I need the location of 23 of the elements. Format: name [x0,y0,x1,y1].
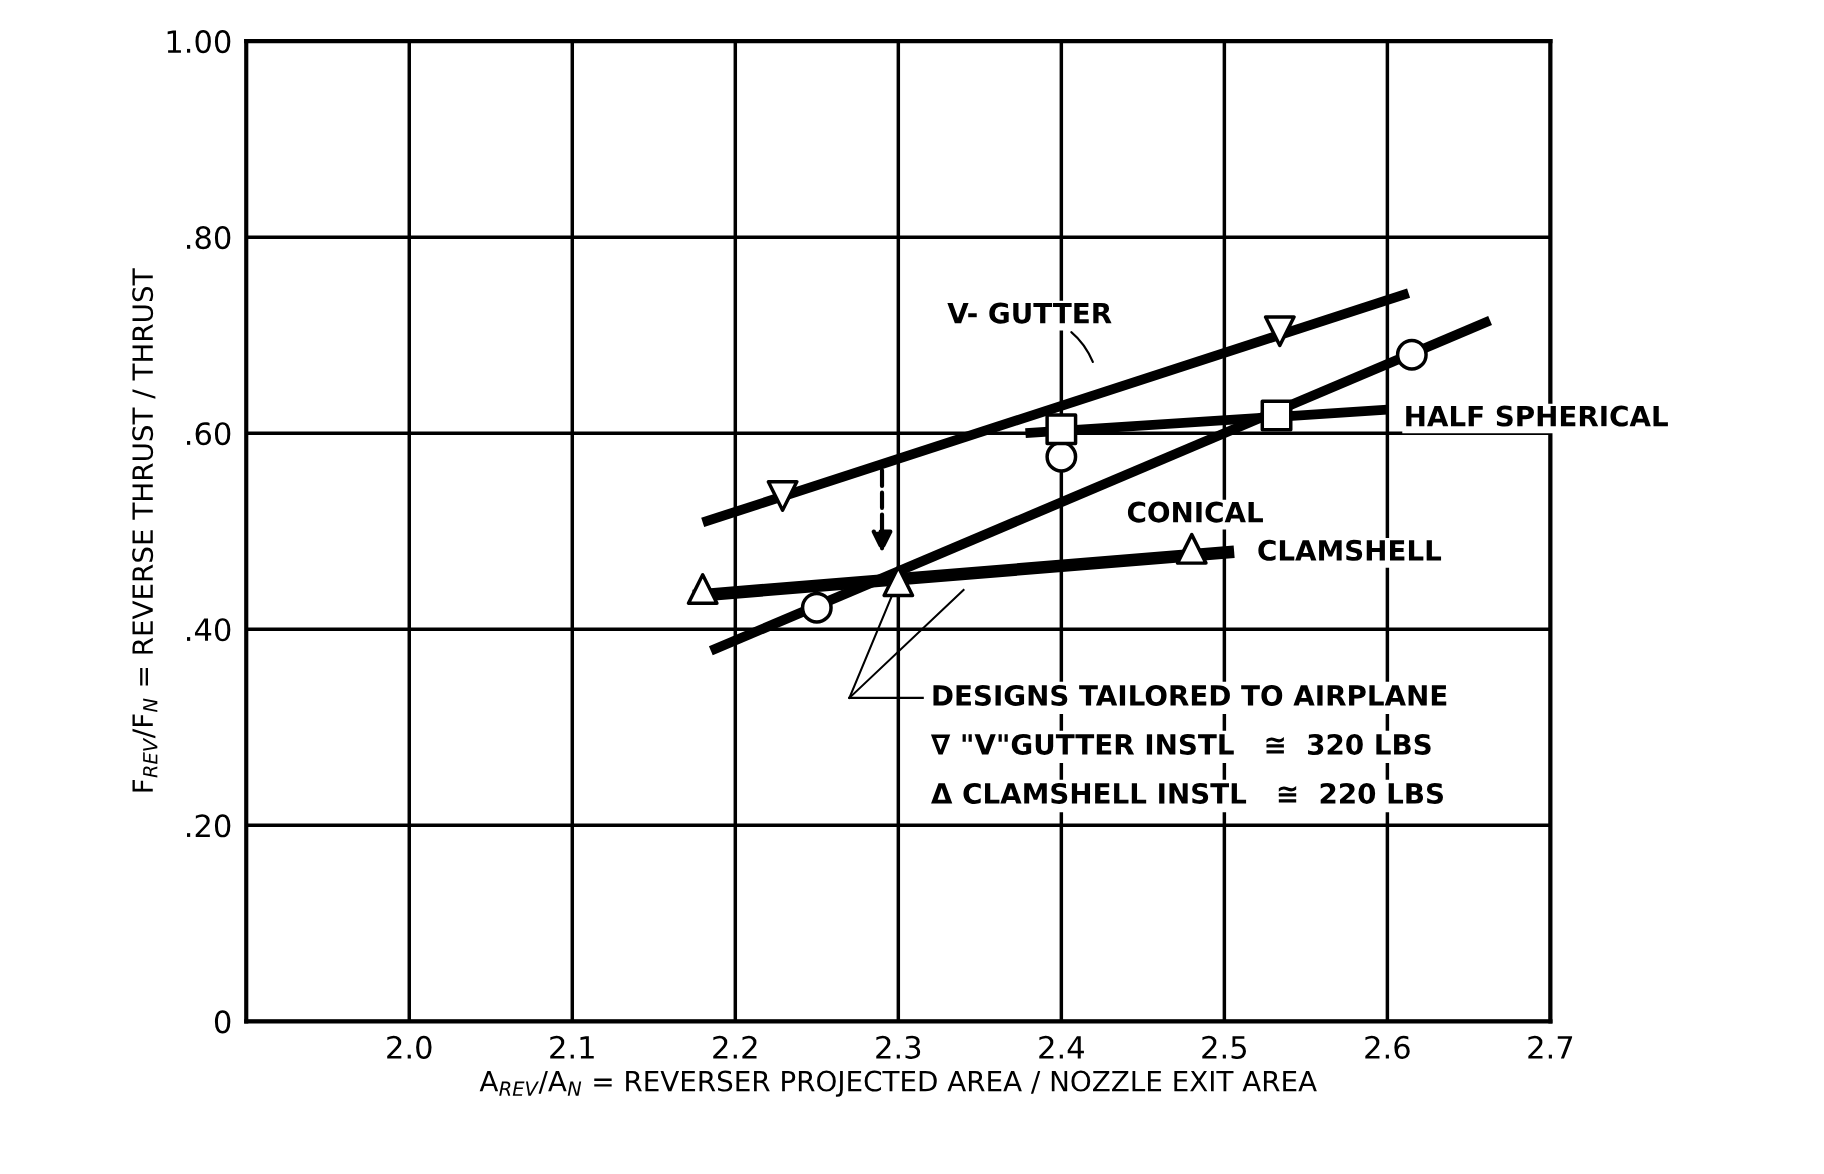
annotation: DESIGNS TAILORED TO AIRPLANE [933,684,1447,706]
x-tick-label: 2.5 [1202,1035,1246,1059]
x-tick-label: 2.4 [1039,1035,1084,1059]
y-axis-title: F$_{REV}$/F$_{N}$ = REVERSE THRUST / THRUST [132,268,158,792]
x-axis-title: A$_{REV}$/A$_{N}$ = REVERSER PROJECTED AREA / NOZZLE EXIT AREA [479,1070,1317,1097]
y-tick-label: .60 [187,422,231,446]
y-tick-label: 1.00 [167,30,231,54]
series-label: CONICAL [1127,501,1263,523]
x-tick-label: 2.0 [387,1035,432,1059]
y-tick-label: .20 [187,814,231,838]
x-tick-label: 2.2 [713,1035,757,1059]
y-tick-label: 0 [214,1010,231,1034]
x-tick-label: 2.3 [876,1035,921,1059]
x-tick-label: 2.7 [1528,1035,1573,1059]
x-tick-label: 2.6 [1365,1035,1410,1059]
series-label: HALF SPHERICAL [1406,405,1668,427]
annotation: Δ CLAMSHELL INSTL ≅ 220 LBS [931,782,1443,804]
y-tick-label: .80 [187,226,231,250]
x-tick-label: 2.1 [550,1035,594,1059]
y-tick-label: .40 [187,618,231,642]
series-label: CLAMSHELL [1258,539,1442,561]
text: V- GUTTER [947,302,1112,324]
annotation: ∇ "V"GUTTER INSTL ≅ 320 LBS [930,733,1431,755]
